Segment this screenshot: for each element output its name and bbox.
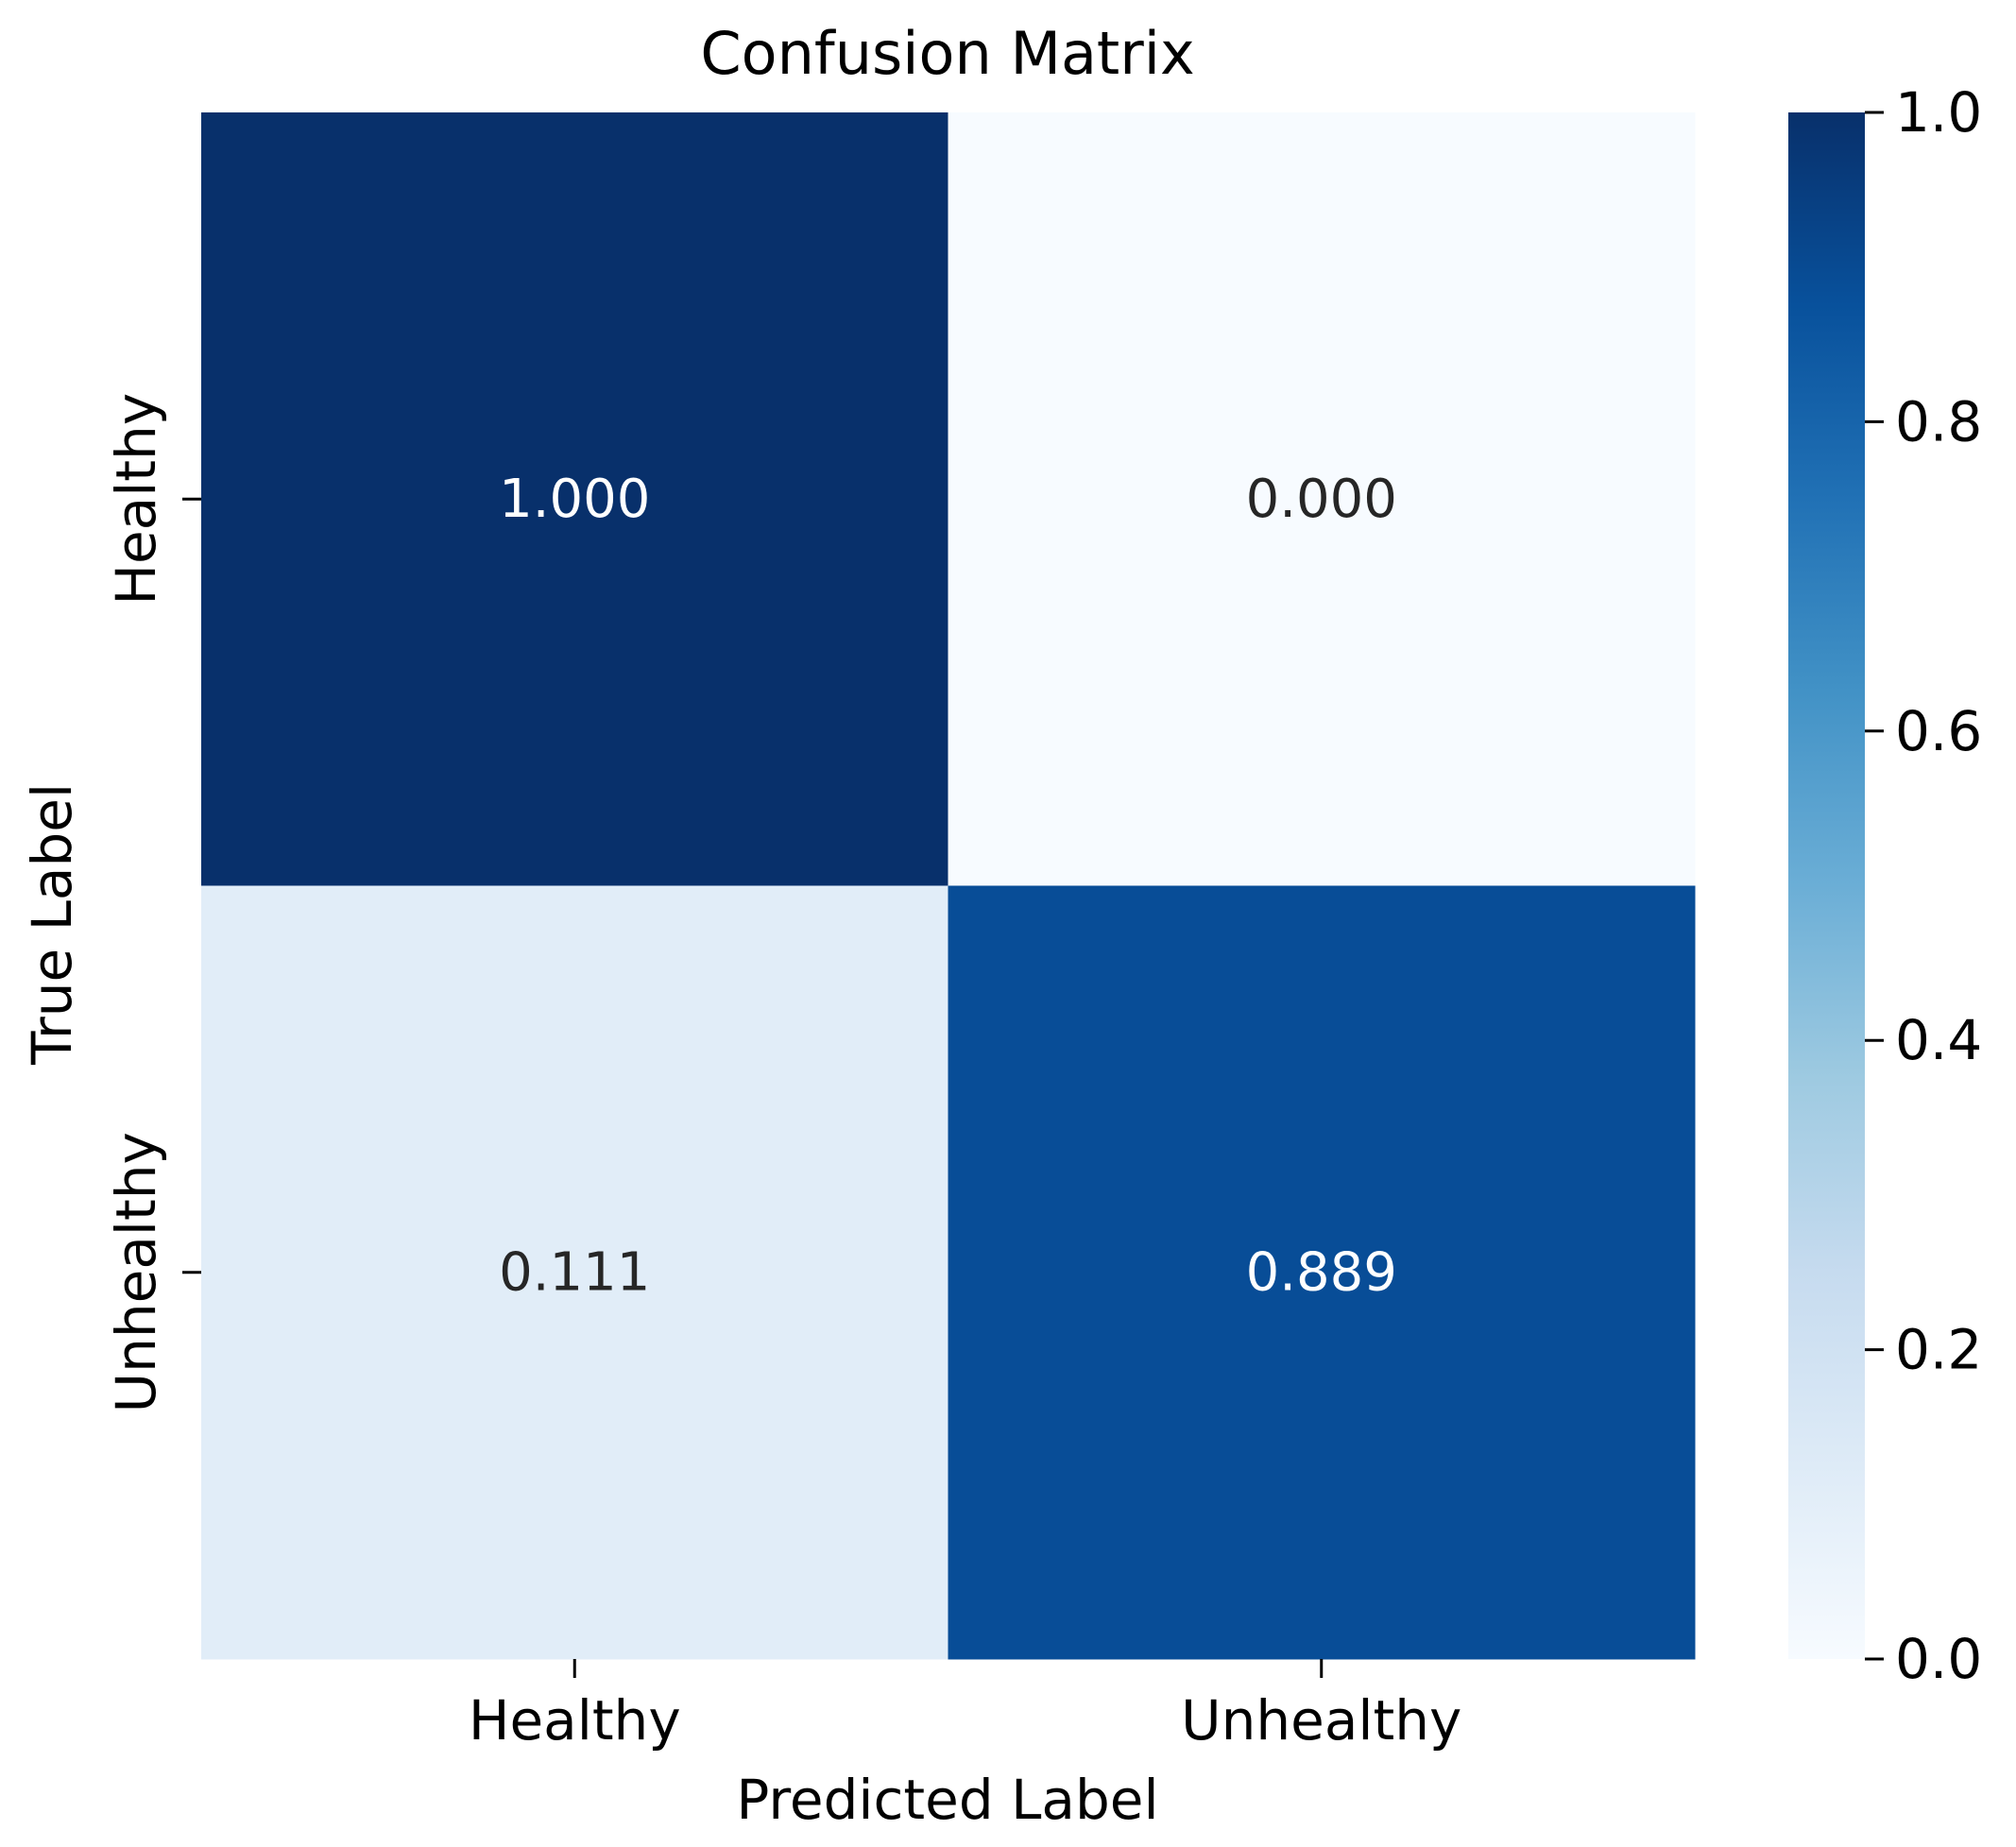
heatmap-cell-labels: 1.000 0.000 0.111 0.889: [499, 469, 1397, 1304]
colorbar-tick-label: 0.6: [1895, 699, 1982, 763]
cell-value-label: 1.000: [499, 469, 650, 530]
colorbar: [1788, 112, 1865, 1659]
cell-value-label: 0.889: [1246, 1241, 1397, 1303]
colorbar-tick-label: 0.2: [1895, 1318, 1982, 1382]
colorbar-tick-label: 0.0: [1895, 1627, 1982, 1691]
y-tick-label: Healthy: [104, 393, 168, 606]
y-tick-label: Unhealthy: [104, 1132, 168, 1412]
colorbar-tick-label: 0.4: [1895, 1008, 1982, 1072]
y-axis-label: True Label: [20, 783, 84, 1066]
heatmap-cell: [948, 885, 1696, 1660]
x-tick-label: Healthy: [469, 1688, 681, 1753]
heatmap-cells: [201, 112, 1696, 1660]
colorbar-tick-label: 1.0: [1895, 80, 1982, 145]
chart-title: Confusion Matrix: [700, 19, 1194, 88]
heatmap-cell: [201, 885, 948, 1660]
heatmap-cell: [201, 112, 948, 886]
heatmap-cell: [948, 112, 1696, 886]
cell-value-label: 0.000: [1246, 469, 1397, 530]
colorbar-tick-label: 0.8: [1895, 389, 1982, 453]
x-axis-label: Predicted Label: [736, 1768, 1158, 1832]
y-axis-ticks: Healthy Unhealthy: [104, 393, 201, 1412]
cell-value-label: 0.111: [499, 1241, 650, 1303]
colorbar-ticks: 0.0 0.2 0.4 0.6 0.8 1.0: [1865, 80, 1982, 1691]
x-axis-ticks: Healthy Unhealthy: [469, 1659, 1461, 1753]
x-tick-label: Unhealthy: [1181, 1688, 1461, 1753]
